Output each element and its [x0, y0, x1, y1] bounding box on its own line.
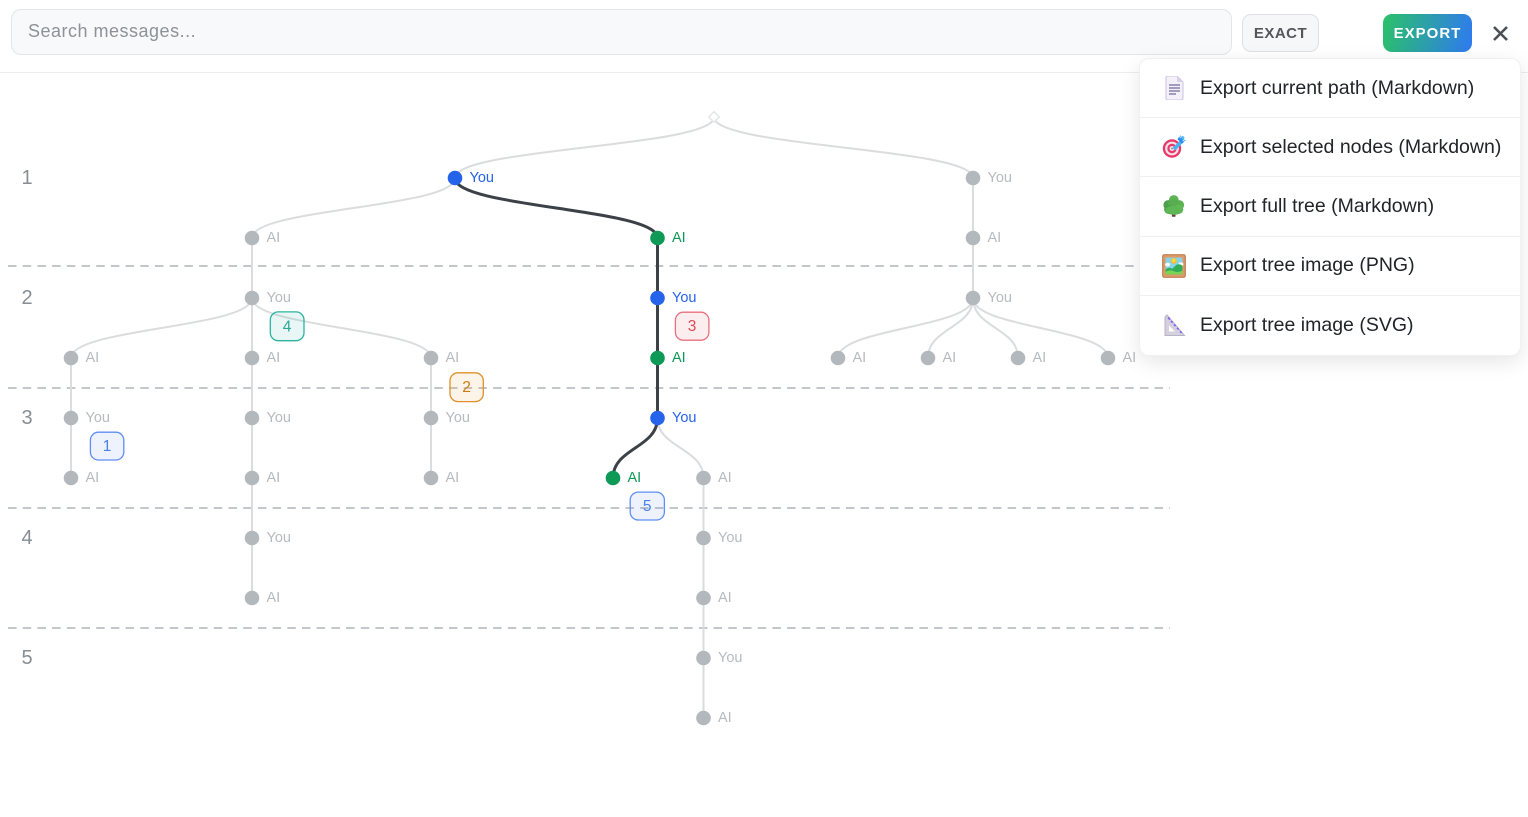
svg-text:3: 3: [21, 407, 32, 429]
svg-text:AI: AI: [86, 350, 100, 366]
svg-text:AI: AI: [267, 470, 281, 486]
svg-text:AI: AI: [672, 230, 686, 246]
svg-text:You: You: [267, 290, 291, 306]
svg-text:You: You: [672, 290, 696, 306]
svg-text:2: 2: [21, 287, 32, 309]
svg-text:You: You: [470, 170, 494, 186]
svg-text:4: 4: [21, 527, 32, 549]
svg-text:You: You: [988, 170, 1012, 186]
svg-text:AI: AI: [86, 470, 100, 486]
svg-text:You: You: [86, 410, 110, 426]
svg-text:You: You: [988, 290, 1012, 306]
svg-text:You: You: [718, 650, 742, 666]
svg-text:4: 4: [283, 318, 292, 335]
svg-text:You: You: [267, 410, 291, 426]
svg-text:AI: AI: [1123, 350, 1137, 366]
svg-text:AI: AI: [446, 350, 460, 366]
svg-text:You: You: [446, 410, 470, 426]
svg-text:1: 1: [103, 438, 112, 455]
svg-text:AI: AI: [1033, 350, 1047, 366]
svg-text:AI: AI: [718, 470, 732, 486]
svg-text:You: You: [267, 530, 291, 546]
svg-text:AI: AI: [943, 350, 957, 366]
svg-text:AI: AI: [267, 590, 281, 606]
svg-text:2: 2: [462, 379, 471, 396]
svg-text:1: 1: [21, 167, 32, 189]
svg-text:AI: AI: [672, 350, 686, 366]
svg-text:You: You: [672, 410, 696, 426]
svg-text:AI: AI: [718, 710, 732, 726]
svg-text:5: 5: [643, 498, 652, 515]
svg-text:AI: AI: [267, 350, 281, 366]
svg-text:AI: AI: [267, 230, 281, 246]
svg-text:AI: AI: [446, 470, 460, 486]
svg-text:AI: AI: [988, 230, 1002, 246]
svg-text:You: You: [718, 530, 742, 546]
svg-text:AI: AI: [853, 350, 867, 366]
svg-text:AI: AI: [628, 470, 642, 486]
svg-text:5: 5: [21, 647, 32, 669]
svg-text:3: 3: [688, 318, 697, 335]
svg-text:AI: AI: [718, 590, 732, 606]
